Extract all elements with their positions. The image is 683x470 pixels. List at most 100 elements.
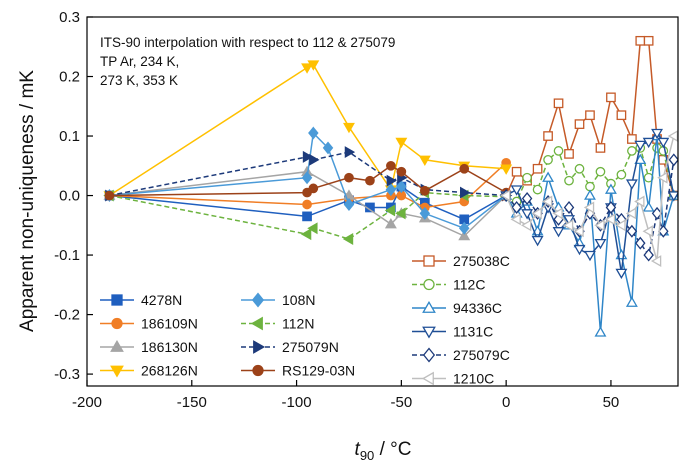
legend-item: 186109N — [100, 316, 198, 332]
data-point — [300, 228, 312, 241]
data-point — [657, 137, 670, 149]
data-point — [365, 175, 375, 186]
data-point — [458, 221, 470, 235]
x-tick-label: 0 — [502, 394, 510, 411]
series-1131C — [500, 128, 678, 280]
legend-label: 186130N — [141, 339, 198, 355]
data-point — [301, 171, 313, 185]
y-tick-label: 0.3 — [59, 9, 80, 26]
data-point — [635, 236, 646, 250]
data-point — [344, 172, 354, 183]
data-point — [584, 250, 596, 262]
data-point — [510, 213, 521, 226]
legend-item: 1131C — [412, 324, 493, 340]
data-point — [643, 35, 654, 46]
data-point — [606, 92, 616, 103]
legend-item: 186130N — [100, 339, 198, 355]
legend-item: 108N — [241, 292, 315, 308]
data-point — [521, 209, 534, 220]
data-point — [423, 278, 435, 291]
data-point — [667, 191, 678, 202]
series-line — [505, 135, 675, 333]
data-point — [343, 197, 355, 211]
data-point — [642, 225, 653, 238]
legend-item: 275038C — [412, 253, 510, 269]
data-point — [250, 316, 263, 331]
legend-item: 112N — [241, 316, 314, 332]
data-point — [651, 128, 663, 140]
legend-item: 275079C — [412, 347, 510, 363]
data-point — [625, 296, 638, 307]
y-tick-label: 0.1 — [59, 128, 80, 145]
data-point — [421, 371, 434, 386]
legend-label: 275038C — [453, 253, 510, 269]
data-point — [552, 207, 563, 220]
data-point — [584, 189, 596, 200]
data-point — [302, 199, 312, 210]
x-tick-label: -200 — [72, 394, 102, 411]
data-point — [395, 207, 406, 220]
legend-label: 4278N — [141, 292, 182, 308]
legend-label: 1210C — [453, 371, 494, 387]
data-point — [500, 189, 511, 202]
legend-label: 112C — [453, 277, 485, 293]
y-axis-title: Apparent non-uniqueness / mK — [17, 70, 38, 332]
data-point — [521, 192, 533, 206]
data-point — [594, 219, 605, 232]
data-point — [643, 248, 654, 262]
y-tick-label: 0.0 — [59, 188, 80, 205]
data-point — [635, 35, 646, 46]
data-point — [573, 225, 584, 238]
data-point — [553, 98, 564, 109]
legend-label: RS129-03N — [282, 363, 355, 379]
data-point — [460, 186, 471, 199]
data-point — [386, 160, 396, 171]
data-point — [422, 326, 436, 339]
data-point — [110, 365, 124, 378]
data-point — [308, 126, 319, 140]
data-point — [510, 185, 523, 196]
data-point — [615, 219, 626, 232]
data-point — [302, 150, 314, 163]
data-point — [111, 294, 123, 306]
annotation: ITS-90 interpolation with respect to 112… — [100, 35, 395, 88]
data-point — [419, 206, 431, 220]
x-axis-title: t90 / °C — [355, 439, 412, 463]
data-point — [511, 200, 522, 214]
data-point — [626, 224, 638, 238]
y-tick-label: 0.2 — [59, 69, 80, 86]
data-point — [302, 211, 312, 222]
data-point — [583, 201, 595, 214]
data-point — [552, 227, 565, 238]
data-point — [531, 207, 542, 220]
data-point — [595, 143, 606, 153]
data-point — [522, 172, 532, 183]
data-point — [251, 292, 265, 308]
y-tick-label: -0.1 — [54, 247, 80, 264]
data-point — [384, 217, 397, 229]
data-point — [422, 347, 436, 363]
data-point — [459, 163, 470, 174]
data-point — [668, 153, 678, 167]
data-point — [532, 184, 543, 195]
series-line — [109, 162, 507, 209]
x-tick-label: -100 — [282, 394, 312, 411]
x-axis-unit: / °C — [374, 439, 411, 460]
legend-label: 186109N — [141, 316, 198, 332]
data-point — [307, 222, 318, 235]
x-axis-sub: 90 — [360, 448, 374, 463]
data-point — [252, 364, 264, 377]
data-point — [384, 204, 396, 217]
tick-layer: -200 -150 -100 -50 0 50 -0.3 -0.2 -0.1 0.0 0.1 0.2 0… — [54, 9, 619, 411]
data-point — [564, 175, 574, 186]
series-RS129-03N — [104, 160, 511, 201]
legend-item: 4278N — [100, 292, 182, 308]
data-point — [616, 110, 627, 121]
data-point — [344, 146, 356, 159]
data-point — [650, 255, 662, 267]
data-point — [343, 122, 355, 134]
data-point — [642, 201, 655, 212]
data-point — [625, 179, 638, 190]
data-point — [605, 200, 617, 214]
data-point — [253, 340, 266, 354]
